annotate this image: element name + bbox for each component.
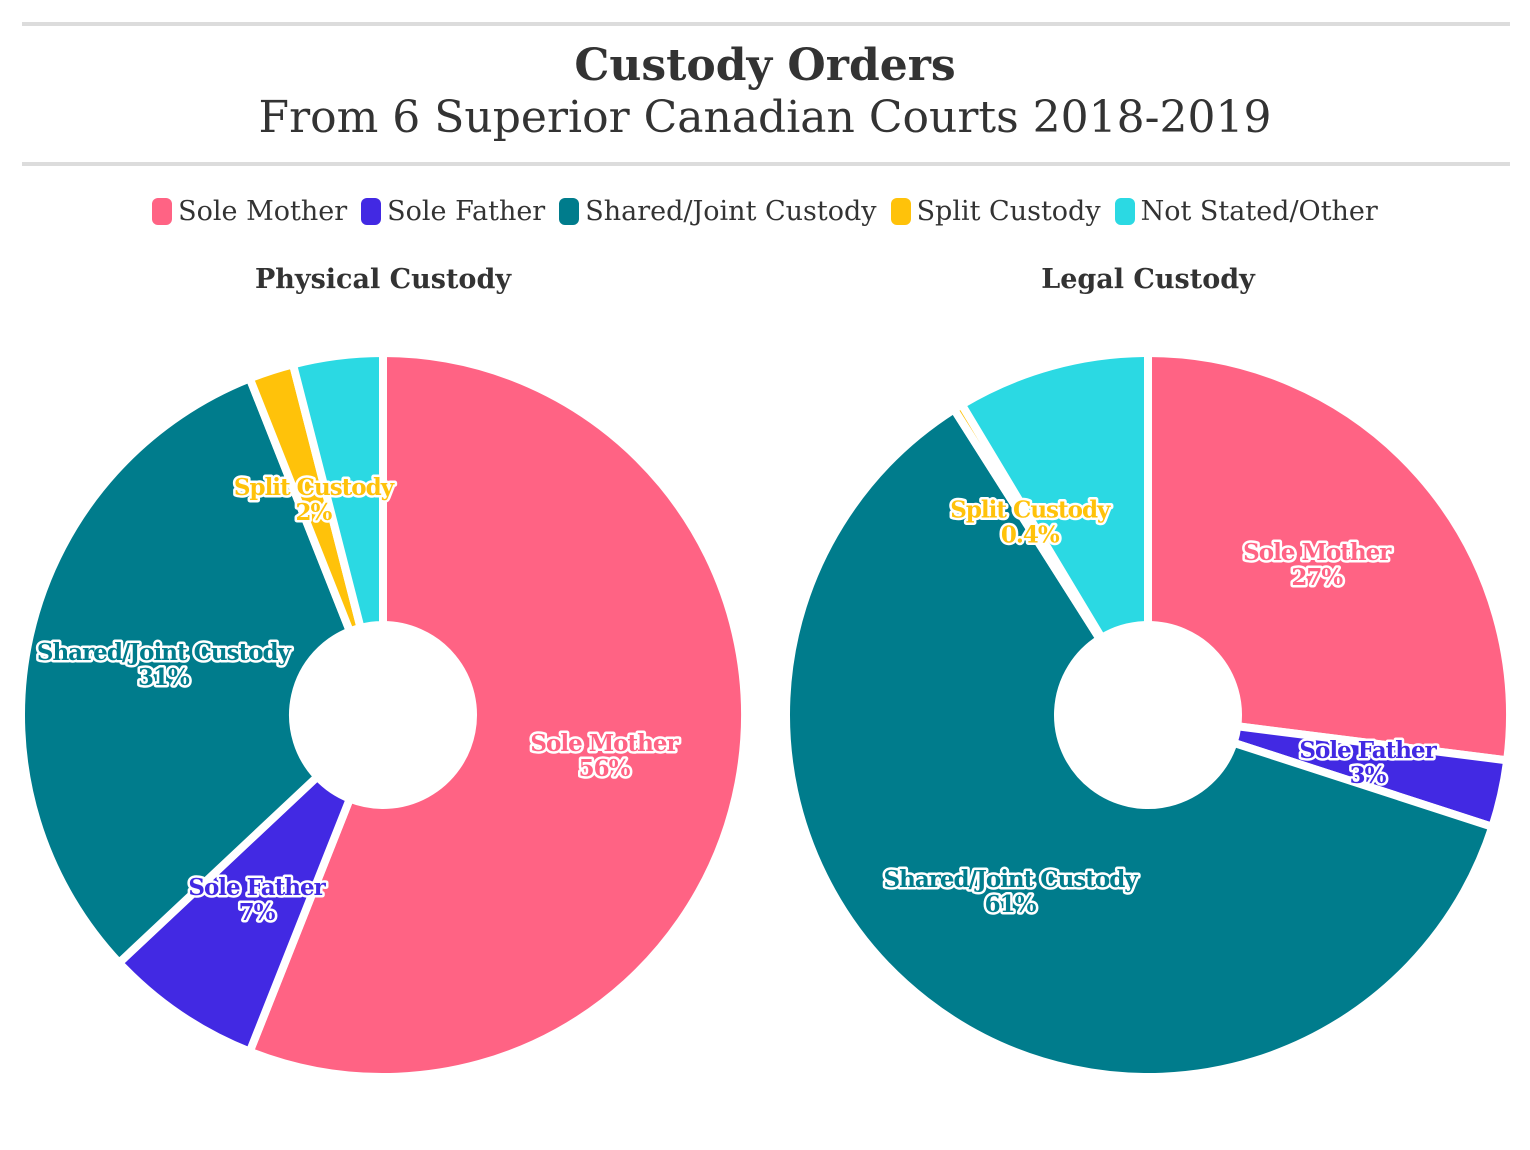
legend-label: Shared/Joint Custody (585, 196, 877, 227)
data-label-category: Sole Mother (1243, 539, 1392, 566)
slice-sole-mother[interactable] (245, 349, 749, 1081)
data-label-value: 3% (1350, 762, 1387, 789)
legend-swatch (1114, 198, 1135, 225)
slice-sole-mother[interactable] (1144, 349, 1514, 765)
physical-custody-title: Physical Custody (255, 264, 512, 295)
data-label-category: Sole Father (1299, 737, 1437, 764)
data-label-value: 61% (985, 891, 1037, 918)
physical-custody-doughnut (17, 349, 749, 1081)
data-label-value: 31% (138, 664, 190, 691)
legend-item-not-stated[interactable]: Not Stated/Other (1114, 196, 1378, 227)
chart-subtitle: From 6 Superior Canadian Courts 2018-201… (258, 92, 1272, 143)
legal-custody-title: Legal Custody (1041, 264, 1256, 295)
data-label-category: Shared/Joint Custody (884, 866, 1139, 893)
legend-label: Split Custody (916, 196, 1101, 227)
legend-swatch (890, 198, 911, 225)
legend-label: Not Stated/Other (1140, 196, 1378, 227)
data-label-category: Sole Mother (530, 730, 679, 757)
legend: Sole Mother Sole Father Shared/Joint Cus… (0, 196, 1530, 227)
top-rule (22, 22, 1510, 26)
legend-swatch (559, 198, 580, 225)
legal-custody-doughnut (781, 349, 1514, 1081)
data-label-category: Split Custody (234, 474, 395, 501)
slice-not-stated-other[interactable] (288, 349, 387, 632)
bottom-rule (22, 162, 1510, 166)
data-label-value: 0.4% (1001, 522, 1060, 549)
legend-label: Sole Mother (178, 196, 348, 227)
slice-not-stated-other[interactable] (957, 349, 1152, 642)
legend-swatch (152, 198, 173, 225)
data-label-value: 7% (239, 899, 276, 926)
slice-shared-joint-custody[interactable] (781, 405, 1497, 1081)
legend-item-shared-joint[interactable]: Shared/Joint Custody (559, 196, 877, 227)
data-label-category: Sole Father (188, 874, 326, 901)
data-label-category: Split Custody (950, 497, 1111, 524)
legend-label: Sole Father (387, 196, 546, 227)
legend-item-sole-father[interactable]: Sole Father (361, 196, 545, 227)
data-label-value: 2% (296, 499, 333, 526)
data-label-value: 27% (1291, 564, 1343, 591)
slice-sole-father[interactable] (115, 772, 354, 1056)
data-label-value: 56% (579, 755, 631, 782)
legend-item-sole-mother[interactable]: Sole Mother (152, 196, 347, 227)
data-label-category: Shared/Joint Custody (37, 639, 292, 666)
chart-title: Custody Orders (574, 40, 956, 91)
legend-swatch (361, 198, 382, 225)
legend-item-split[interactable]: Split Custody (890, 196, 1101, 227)
slice-shared-joint-custody[interactable] (17, 374, 354, 967)
